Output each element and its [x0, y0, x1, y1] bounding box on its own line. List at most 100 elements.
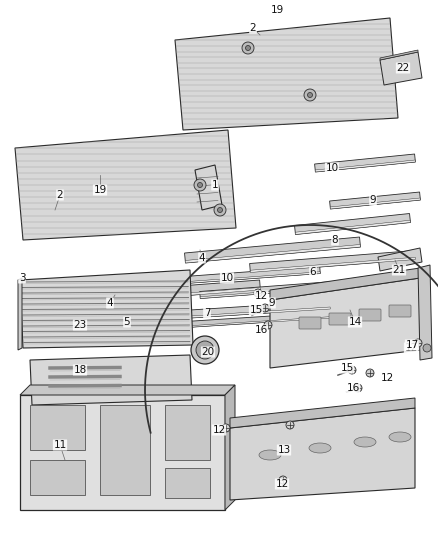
Bar [165, 468, 210, 498]
Circle shape [214, 204, 226, 216]
Ellipse shape [309, 443, 331, 453]
Polygon shape [314, 154, 415, 172]
Text: 2: 2 [57, 190, 64, 200]
Polygon shape [250, 257, 415, 272]
Text: 5: 5 [124, 317, 131, 327]
Text: 8: 8 [332, 235, 338, 245]
Text: 23: 23 [74, 320, 87, 330]
Ellipse shape [259, 450, 281, 460]
Polygon shape [20, 385, 235, 395]
Text: 7: 7 [204, 308, 210, 318]
Text: 10: 10 [220, 273, 233, 283]
Ellipse shape [354, 437, 376, 447]
Circle shape [304, 89, 316, 101]
Polygon shape [185, 245, 360, 263]
Text: 21: 21 [392, 265, 406, 275]
Text: 4: 4 [107, 298, 113, 308]
Polygon shape [200, 279, 360, 298]
Bar [100, 405, 150, 495]
Text: 9: 9 [370, 195, 376, 205]
Text: 14: 14 [348, 317, 362, 327]
Ellipse shape [389, 432, 411, 442]
Text: 12: 12 [254, 291, 268, 301]
Circle shape [286, 421, 294, 429]
Polygon shape [225, 385, 235, 510]
Polygon shape [230, 408, 415, 500]
Polygon shape [80, 320, 185, 328]
Polygon shape [30, 355, 192, 405]
Circle shape [242, 42, 254, 54]
Polygon shape [175, 301, 330, 319]
Circle shape [354, 384, 362, 392]
Text: 2: 2 [250, 23, 256, 33]
Text: 10: 10 [325, 163, 339, 173]
Polygon shape [418, 265, 432, 360]
Bar [30, 405, 85, 450]
FancyBboxPatch shape [359, 309, 381, 321]
Polygon shape [175, 307, 330, 319]
Circle shape [222, 424, 230, 432]
Text: 12: 12 [404, 343, 417, 353]
Text: 16: 16 [346, 383, 360, 393]
Polygon shape [270, 268, 420, 300]
Polygon shape [60, 287, 260, 305]
Text: 22: 22 [396, 63, 410, 73]
Text: 13: 13 [277, 445, 291, 455]
Polygon shape [294, 214, 410, 235]
Text: 12: 12 [276, 479, 289, 489]
Circle shape [218, 207, 223, 213]
Polygon shape [15, 130, 236, 240]
Text: 11: 11 [53, 440, 67, 450]
Polygon shape [185, 272, 320, 284]
Text: 12: 12 [212, 425, 226, 435]
Polygon shape [20, 395, 225, 510]
Polygon shape [295, 220, 410, 235]
Circle shape [279, 476, 287, 484]
Text: 12: 12 [380, 373, 394, 383]
Bar [165, 405, 210, 460]
Text: 18: 18 [74, 365, 87, 375]
Text: 3: 3 [19, 273, 25, 283]
Polygon shape [330, 192, 420, 209]
Text: 9: 9 [268, 298, 276, 308]
Polygon shape [230, 398, 415, 428]
Polygon shape [378, 248, 422, 271]
Text: 4: 4 [199, 253, 205, 263]
Polygon shape [80, 314, 185, 328]
Polygon shape [380, 50, 418, 60]
Text: 6: 6 [310, 267, 316, 277]
Circle shape [366, 369, 374, 377]
Circle shape [423, 344, 431, 352]
Polygon shape [185, 266, 320, 284]
Circle shape [194, 179, 206, 191]
Bar [30, 460, 85, 495]
Circle shape [264, 321, 272, 329]
Circle shape [198, 182, 202, 188]
Text: 16: 16 [254, 325, 268, 335]
Circle shape [196, 341, 214, 359]
Polygon shape [178, 317, 333, 328]
Text: 1: 1 [212, 180, 218, 190]
Circle shape [261, 304, 269, 312]
Polygon shape [315, 160, 415, 172]
Polygon shape [184, 237, 360, 263]
FancyBboxPatch shape [329, 313, 351, 325]
Polygon shape [18, 278, 22, 350]
Circle shape [246, 45, 251, 51]
Text: 17: 17 [406, 340, 419, 350]
FancyBboxPatch shape [299, 317, 321, 329]
Polygon shape [60, 280, 260, 305]
Polygon shape [330, 198, 420, 209]
Text: 20: 20 [201, 347, 215, 357]
Polygon shape [195, 165, 222, 210]
Text: 15: 15 [249, 305, 263, 315]
Polygon shape [178, 312, 333, 328]
Circle shape [307, 93, 312, 98]
Polygon shape [250, 251, 415, 272]
Polygon shape [175, 18, 398, 130]
Text: 15: 15 [340, 363, 353, 373]
Polygon shape [270, 278, 420, 368]
Polygon shape [380, 52, 422, 85]
Polygon shape [200, 285, 360, 298]
Circle shape [191, 336, 219, 364]
